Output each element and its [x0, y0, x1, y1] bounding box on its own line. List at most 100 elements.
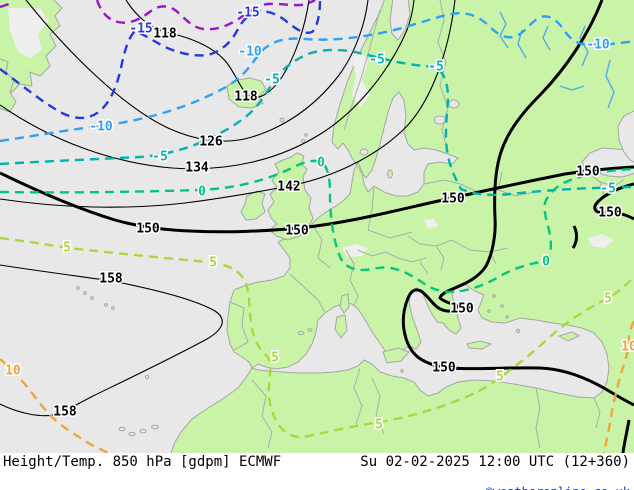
height-label-150: 150	[432, 361, 456, 376]
temp-label-5: 5	[63, 241, 71, 256]
island-rhodes	[515, 328, 521, 334]
isotherm-minus15	[0, 0, 322, 120]
height-label-150: 150	[576, 165, 600, 180]
height-label-150: 150	[598, 206, 622, 221]
island-menorca	[307, 328, 313, 332]
madeira	[144, 374, 150, 380]
lake-onega	[448, 99, 460, 109]
temp-label--5: -5	[600, 182, 616, 197]
island-mallorca	[297, 330, 305, 336]
canary-1	[118, 426, 126, 432]
azores-4	[104, 303, 108, 307]
height-contours-thick	[0, 0, 634, 453]
temp-label-0: 0	[198, 185, 206, 200]
temp-label--10: -10	[89, 120, 113, 135]
temp-label--5: -5	[428, 60, 444, 75]
island-aegean-1	[492, 294, 496, 298]
carpathian-patch	[424, 218, 438, 229]
contour-126	[25, 0, 369, 142]
temp-label-5: 5	[209, 256, 217, 271]
height-label-126: 126	[199, 135, 223, 150]
island-shetland-2	[304, 133, 308, 137]
height-label-118: 118	[234, 90, 258, 105]
island-aegean-3	[487, 309, 491, 313]
temperature-isotherms	[0, 0, 634, 453]
island-faroe	[279, 117, 285, 123]
height-label-150: 150	[450, 302, 474, 317]
island-gotland	[387, 169, 393, 179]
scandes-mountains	[352, 52, 370, 108]
contour-150-trough	[401, 0, 634, 407]
azores-1	[76, 286, 80, 290]
chart-title: Height/Temp. 850 hPa [gdpm] ECMWF	[3, 454, 282, 470]
terrain-patches	[8, 8, 614, 257]
temp-label-5: 5	[604, 292, 612, 307]
azores-3	[90, 296, 94, 300]
lake-vanern	[359, 148, 369, 156]
contour-150-main	[0, 165, 634, 234]
island-sardinia	[334, 314, 348, 339]
height-contours-thin	[0, 0, 456, 417]
island-shetland-1	[300, 138, 306, 144]
height-label-118: 118	[153, 27, 177, 42]
valid-time: Su 02-02-2025 12:00 UTC (12+360)	[360, 454, 630, 470]
temp-label-10: 10	[621, 340, 634, 355]
contour-150-east-loop	[593, 182, 634, 221]
height-label-134: 134	[185, 161, 209, 176]
rivers	[499, 11, 615, 109]
azores-5	[111, 306, 115, 310]
island-malta	[400, 369, 404, 373]
canary-2	[128, 431, 136, 437]
temp-label--15: -15	[236, 6, 259, 21]
contour-142	[0, 0, 456, 208]
temp-label-5: 5	[496, 370, 504, 385]
anatolia-mountains	[588, 234, 614, 248]
height-label-150: 150	[285, 224, 309, 239]
weather-map-svg: 118 118 126 134 142 150 150 150 150 150 150 150 158 1…	[0, 0, 634, 453]
island-great-britain	[267, 152, 314, 241]
temp-label--10: -10	[238, 45, 262, 60]
isotherm-minus20-edge	[0, 2, 10, 9]
isotherm-plus10-east	[602, 320, 634, 453]
island-aegean-2	[500, 304, 504, 308]
contour-134	[0, 0, 415, 170]
height-label-142: 142	[277, 180, 300, 195]
height-contour-labels: 118 118 126 134 142 150 150 150 150 150 150 150 158 1…	[52, 25, 624, 421]
weather-map: 118 118 126 134 142 150 150 150 150 150 150 150 158 1…	[0, 0, 634, 453]
small-islands	[279, 117, 581, 373]
temp-label-0: 0	[542, 255, 550, 270]
height-label-150: 150	[441, 192, 465, 207]
height-label-158: 158	[53, 405, 77, 420]
island-cyprus	[557, 331, 581, 342]
contour-150-caucasus	[571, 225, 578, 249]
isotherm-plus5	[0, 236, 634, 439]
height-label-158: 158	[99, 272, 123, 287]
caption-bar: Height/Temp. 850 hPa [gdpm] ECMWF Su 02-…	[0, 453, 634, 490]
island-corsica	[339, 293, 350, 314]
temp-label-0: 0	[317, 156, 325, 171]
contour-158	[0, 264, 223, 417]
isotherm-0	[0, 159, 634, 294]
island-ireland	[240, 190, 266, 221]
isotherm-minus20	[95, 0, 316, 31]
island-crete	[466, 340, 493, 350]
contour-118	[125, 0, 310, 98]
temp-label--5: -5	[369, 53, 385, 68]
canary-3	[139, 428, 147, 434]
island-aegean-4	[505, 315, 509, 319]
isotherm-minus10	[0, 12, 634, 143]
island-sicily	[382, 347, 410, 364]
contour-150-corner	[621, 419, 631, 453]
copyright-link[interactable]: ©weatheronline.co.uk	[486, 485, 631, 490]
temp-label--15: -15	[129, 22, 152, 37]
greenland-icecap	[8, 8, 48, 58]
isotherm-plus10-west	[0, 358, 113, 453]
height-label-150: 150	[136, 222, 160, 237]
temp-label-10: 10	[5, 364, 21, 379]
caspian-sea	[617, 110, 634, 163]
azores-2	[83, 291, 87, 295]
atlantic-islands	[76, 286, 159, 437]
temp-label-5: 5	[375, 418, 383, 433]
